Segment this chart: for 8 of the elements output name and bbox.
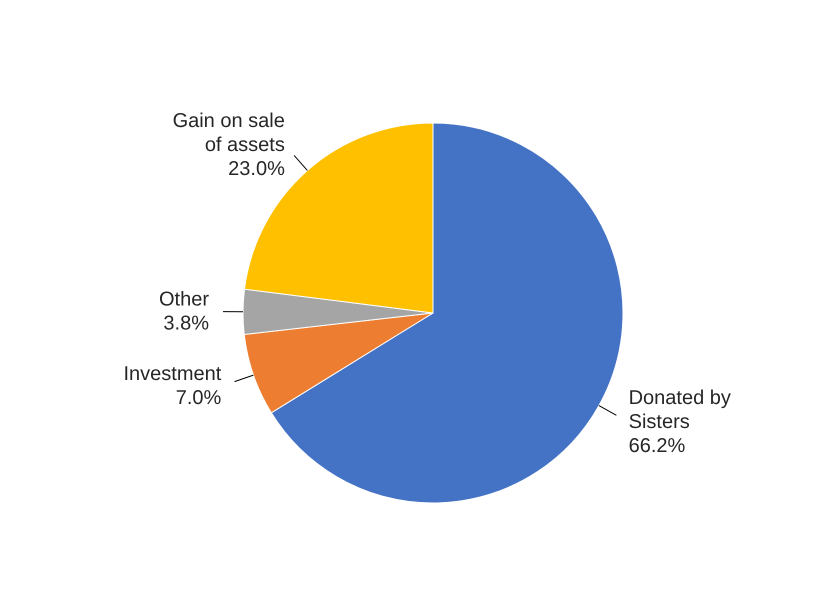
slice-label: Investment bbox=[123, 363, 222, 386]
slice-label: Donated by Sisters bbox=[628, 387, 731, 434]
data-label: 66.2% bbox=[628, 435, 686, 458]
data-label: 3.8% bbox=[163, 312, 210, 335]
slice-label: Gain on sale of assets bbox=[172, 110, 285, 156]
slice-label: Other bbox=[158, 288, 210, 311]
data-label: 23.0% bbox=[228, 158, 286, 180]
data-label: 7.0% bbox=[176, 387, 222, 410]
